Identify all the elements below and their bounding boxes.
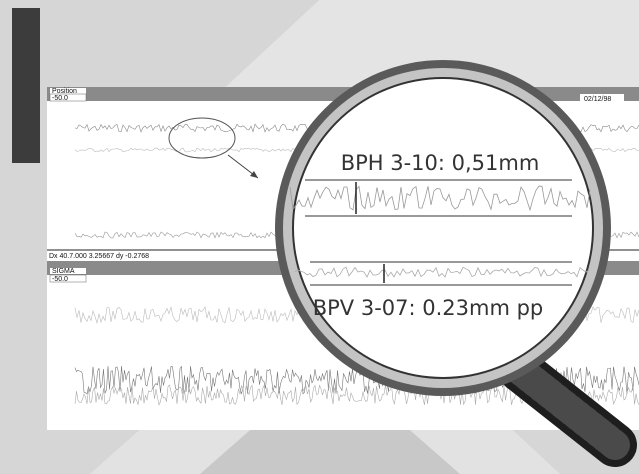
- label-box: [49, 93, 87, 102]
- lens: [292, 77, 594, 379]
- label-box: [50, 88, 86, 94]
- cursor-readout: Dx 40.7.000 3.25667 dy -0.2768: [49, 253, 149, 260]
- panel-title: Position: [52, 88, 77, 95]
- label-box: [580, 94, 624, 102]
- highlight-ellipse: [168, 117, 236, 159]
- panel-title: SIGMA: [52, 268, 75, 275]
- magnified-label: BPH 3-10: 0,51mm: [341, 151, 540, 175]
- side-bar: [12, 8, 40, 163]
- scale-label: -50.0: [52, 95, 68, 102]
- handle-grip: [505, 355, 630, 460]
- label-box: [49, 274, 87, 283]
- label-box: [50, 268, 86, 274]
- date-label: 02/12/98: [584, 96, 611, 103]
- magnified-label: BPV 3-07: 0.23mm pp: [313, 296, 544, 320]
- magnified-traces: [289, 185, 591, 278]
- signal-trace: [289, 185, 591, 212]
- signal-trace: [294, 266, 590, 278]
- arrow-head: [250, 171, 258, 178]
- scale-label: -50.0: [52, 276, 68, 283]
